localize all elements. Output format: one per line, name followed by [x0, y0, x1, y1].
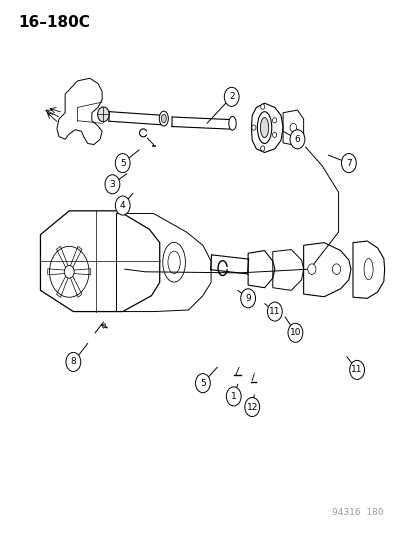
Circle shape — [307, 264, 315, 274]
Ellipse shape — [228, 116, 236, 130]
Circle shape — [240, 289, 255, 308]
Circle shape — [244, 398, 259, 417]
Circle shape — [341, 154, 356, 173]
Circle shape — [272, 132, 276, 138]
Text: 5: 5 — [119, 159, 125, 167]
Text: 5: 5 — [199, 378, 205, 387]
Circle shape — [332, 264, 340, 274]
Text: 2: 2 — [228, 92, 234, 101]
Text: 12: 12 — [246, 402, 257, 411]
Text: 9: 9 — [244, 294, 250, 303]
Circle shape — [64, 265, 74, 278]
Circle shape — [97, 107, 109, 122]
Ellipse shape — [159, 111, 168, 126]
Circle shape — [260, 146, 264, 151]
Ellipse shape — [257, 112, 271, 143]
Text: 10: 10 — [289, 328, 300, 337]
Circle shape — [349, 360, 363, 379]
Circle shape — [115, 196, 130, 215]
Circle shape — [267, 302, 282, 321]
Circle shape — [290, 123, 296, 132]
Ellipse shape — [260, 117, 268, 138]
Circle shape — [251, 125, 255, 130]
Circle shape — [195, 374, 210, 393]
Circle shape — [105, 175, 119, 194]
Text: 4: 4 — [120, 201, 125, 210]
Text: 1: 1 — [230, 392, 236, 401]
Circle shape — [224, 87, 238, 107]
Text: 3: 3 — [109, 180, 115, 189]
Circle shape — [260, 104, 264, 109]
Text: 6: 6 — [294, 135, 299, 144]
Ellipse shape — [161, 114, 166, 123]
Text: 11: 11 — [351, 366, 362, 374]
Text: 8: 8 — [70, 358, 76, 367]
Ellipse shape — [102, 324, 106, 328]
Circle shape — [115, 154, 130, 173]
Circle shape — [287, 323, 302, 342]
Text: 11: 11 — [268, 307, 280, 316]
Circle shape — [66, 352, 81, 372]
Circle shape — [290, 130, 304, 149]
Text: 7: 7 — [345, 159, 351, 167]
Text: 94316  180: 94316 180 — [331, 508, 383, 517]
Text: 16–180C: 16–180C — [18, 14, 90, 30]
Circle shape — [226, 387, 240, 406]
Circle shape — [272, 118, 276, 123]
